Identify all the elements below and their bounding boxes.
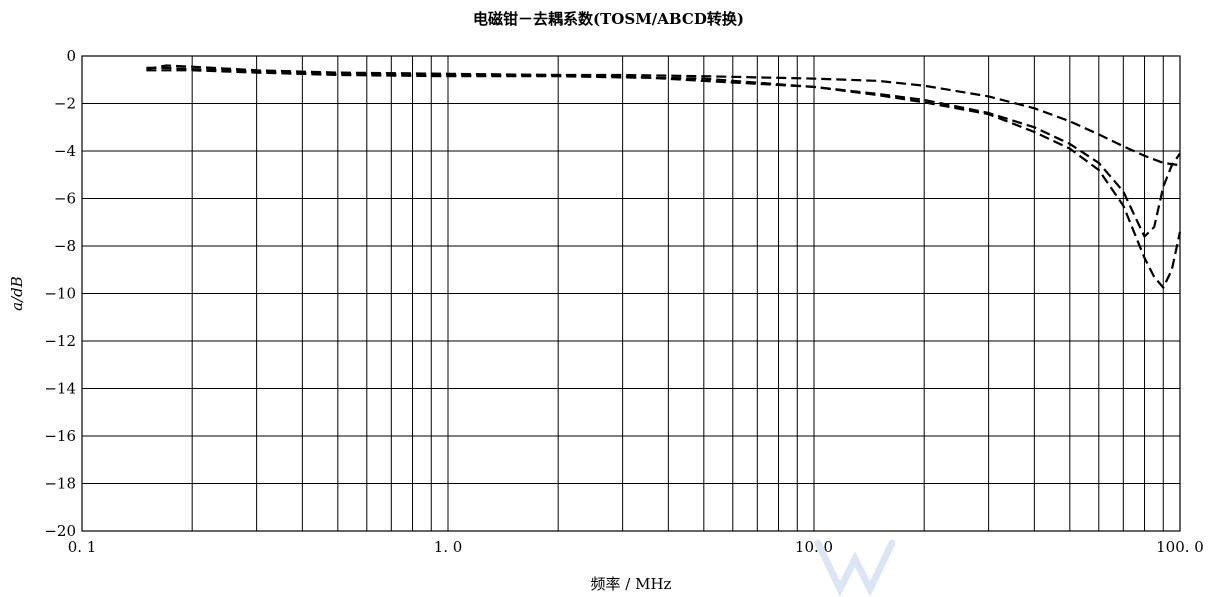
x-tick-label: 10. 0 (795, 538, 833, 556)
y-tick-label: −8 (54, 237, 76, 255)
y-tick-label: −4 (54, 142, 76, 160)
x-axis-label: 频率 / MHz (591, 575, 672, 593)
y-tick-label: −14 (44, 380, 76, 398)
grid (82, 56, 1180, 531)
chart-title: 电磁钳－去耦系数(TOSM/ABCD转换) (473, 10, 744, 28)
plot-frame (81, 55, 1181, 532)
series-line-3 (146, 69, 1182, 289)
series-group (146, 64, 1182, 289)
series-line-1 (146, 66, 1181, 167)
y-tick-label: −12 (44, 332, 76, 350)
x-tick-label: 0. 1 (68, 538, 97, 556)
tick-labels: 0 −2 −4 −6 −8 −10 −12 −14 −16 −18 −200. 1 1. 0 10. 0… (44, 47, 1204, 556)
y-tick-label: −18 (44, 475, 76, 493)
watermark-logo (814, 539, 896, 597)
y-tick-label: −16 (44, 427, 76, 445)
y-tick-label: 0 (66, 47, 76, 65)
y-axis-label: a/dB (8, 276, 26, 311)
series-line-2 (146, 64, 1181, 238)
x-tick-label: 100. 0 (1156, 538, 1204, 556)
y-tick-label: −20 (44, 522, 76, 540)
y-tick-label: −6 (54, 190, 76, 208)
y-tick-label: −2 (54, 95, 76, 113)
x-tick-label: 1. 0 (434, 538, 463, 556)
y-tick-label: −10 (44, 285, 76, 303)
